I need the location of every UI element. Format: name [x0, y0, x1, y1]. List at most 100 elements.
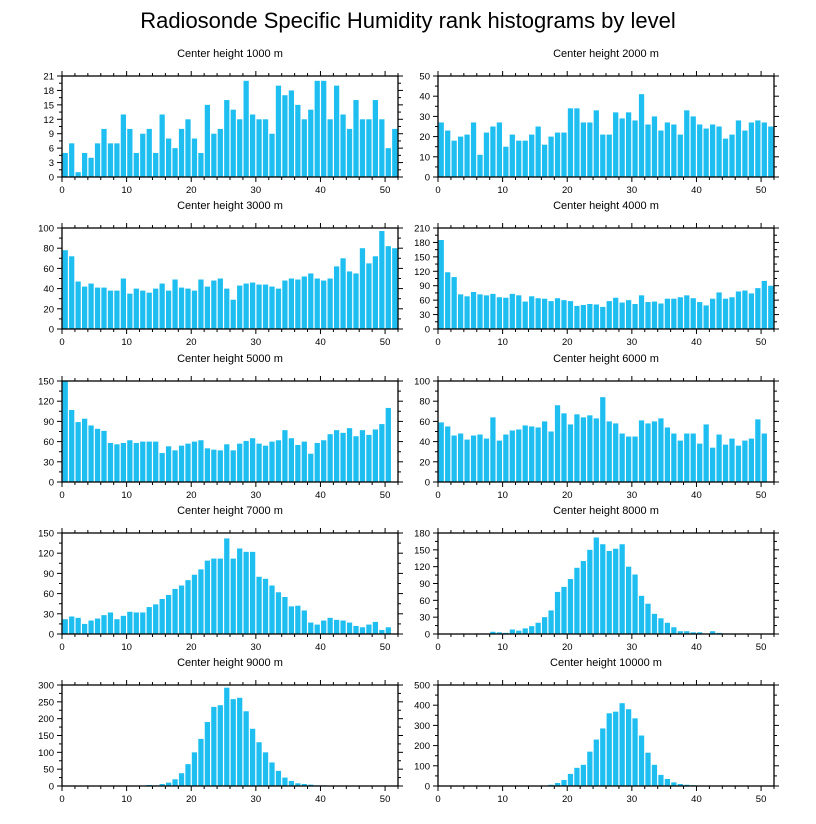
bar [457, 433, 464, 482]
x-tick-label: 30 [627, 185, 638, 196]
bar [333, 430, 340, 482]
bar [75, 422, 81, 482]
bar [690, 433, 696, 482]
bar [567, 424, 574, 482]
x-tick-label: 40 [691, 490, 702, 501]
y-tick-label: 100 [38, 748, 54, 759]
bar [114, 444, 120, 482]
bar [237, 119, 243, 177]
y-tick-label: 90 [419, 579, 430, 590]
bar [600, 728, 606, 786]
bar [451, 277, 457, 329]
bar [496, 440, 503, 482]
bar [127, 128, 133, 177]
bar [249, 551, 256, 634]
bar [314, 624, 320, 634]
bar [522, 301, 528, 329]
bar [651, 116, 658, 177]
bar [600, 544, 606, 634]
bar [632, 303, 638, 329]
bar [204, 448, 211, 482]
bar [256, 443, 262, 482]
y-tick-label: 400 [414, 701, 430, 712]
bar [658, 303, 664, 329]
bar [262, 752, 269, 786]
bar [127, 293, 133, 329]
bar [69, 256, 75, 329]
panel-title: Center height 10000 m [550, 657, 662, 669]
bar [301, 276, 307, 329]
y-tick-label: 60 [419, 417, 430, 428]
bar [567, 108, 574, 177]
bar [632, 120, 638, 177]
bar [340, 620, 346, 634]
bar [224, 538, 230, 634]
bar [658, 130, 664, 177]
y-tick-label: 0 [49, 478, 54, 489]
bar [664, 122, 671, 177]
bar [567, 301, 574, 329]
bar [490, 126, 496, 177]
bar [600, 397, 606, 482]
bar [664, 427, 671, 482]
plot-frame [437, 684, 775, 787]
x-tick-label: 30 [627, 337, 638, 348]
bar [198, 152, 204, 177]
bar [327, 434, 333, 482]
bar [677, 631, 683, 634]
bar [385, 148, 391, 177]
x-tick-label: 0 [435, 490, 440, 501]
bar [269, 133, 275, 177]
bar [165, 782, 172, 786]
bar [593, 418, 599, 482]
bar [625, 709, 632, 786]
bar [308, 109, 314, 177]
bar [593, 110, 599, 177]
y-tick-label: 0 [425, 478, 430, 489]
bar [671, 433, 677, 482]
bar [262, 284, 269, 329]
bar [385, 246, 391, 329]
bar [535, 622, 541, 634]
bar [580, 304, 587, 329]
bar [690, 632, 696, 634]
x-tick-label: 50 [380, 185, 391, 196]
bar [146, 441, 152, 482]
y-tick-label: 300 [38, 681, 54, 692]
bar [632, 574, 638, 634]
bar [159, 453, 165, 482]
panel-title: Center height 1000 m [177, 48, 283, 60]
bar [645, 124, 651, 177]
bar [94, 143, 101, 177]
bar [372, 100, 379, 177]
bar [593, 304, 599, 329]
bar [282, 430, 288, 482]
panel-2: Center height 2000 m 0 10 20 30 40 50 0 10 20 30 40… [419, 48, 779, 196]
bar [516, 429, 522, 482]
y-tick-label: 120 [414, 267, 430, 278]
bar [379, 119, 385, 177]
x-tick-label: 30 [251, 642, 262, 653]
bar [230, 109, 236, 177]
bar [269, 441, 275, 482]
bar [191, 752, 198, 786]
y-tick-label: 120 [414, 562, 430, 573]
x-tick-label: 30 [627, 490, 638, 501]
y-tick-label: 90 [419, 281, 430, 292]
bar [593, 739, 599, 786]
bar [243, 551, 249, 634]
bar [729, 134, 735, 177]
y-tick-label: 3 [49, 158, 54, 169]
bar [127, 440, 133, 482]
bar [114, 619, 120, 634]
bar [262, 119, 269, 177]
bar [457, 294, 464, 329]
y-tick-label: 100 [414, 377, 430, 388]
bar [153, 441, 159, 482]
bar [392, 248, 398, 329]
bar [62, 152, 68, 177]
bar [574, 567, 580, 634]
bar [522, 140, 528, 177]
x-tick-label: 40 [691, 337, 702, 348]
